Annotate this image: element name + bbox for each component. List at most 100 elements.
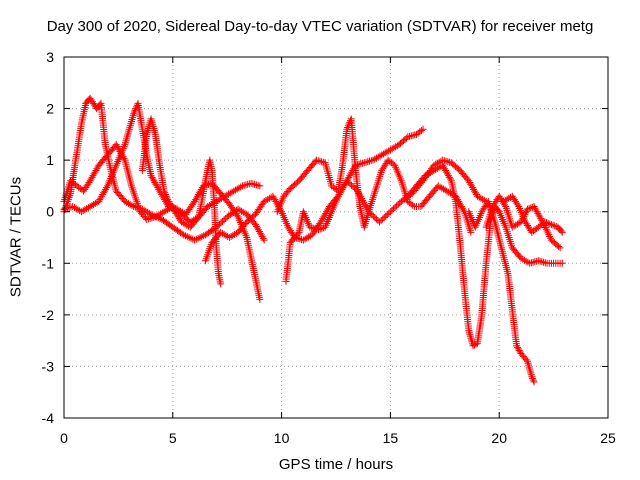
data-point	[196, 234, 204, 241]
data-point	[144, 215, 152, 223]
data-point	[124, 129, 132, 137]
data-point	[467, 334, 475, 342]
data-point	[120, 154, 128, 162]
data-point	[529, 258, 537, 266]
data-point	[128, 116, 136, 124]
data-point	[467, 336, 475, 344]
data-point	[220, 216, 228, 224]
data-point	[315, 226, 323, 234]
data-point	[402, 134, 410, 142]
data-point	[411, 131, 419, 139]
data-point	[513, 343, 521, 351]
data-point	[306, 223, 314, 231]
plot-frame	[63, 56, 609, 419]
grid	[64, 57, 608, 418]
data-point	[249, 180, 257, 188]
data-point	[219, 217, 227, 225]
data-point	[377, 217, 385, 225]
data-point	[409, 131, 417, 139]
data-point	[379, 215, 387, 223]
data-point	[366, 157, 374, 165]
data-point	[145, 209, 153, 217]
data-point	[143, 215, 151, 223]
data-point	[129, 114, 137, 122]
data-point	[545, 231, 553, 239]
data-point	[146, 214, 154, 222]
data-point	[459, 206, 467, 214]
data-point	[531, 258, 539, 266]
data-point	[198, 233, 206, 241]
data-point	[127, 119, 135, 127]
data-point	[394, 200, 402, 208]
data-point	[526, 259, 534, 267]
data-point	[536, 257, 544, 265]
data-point	[527, 259, 535, 267]
data-point	[466, 330, 474, 338]
data-point	[122, 137, 130, 145]
x-axis-label: GPS time / hours	[278, 456, 394, 473]
data-point	[538, 216, 546, 224]
data-point	[252, 181, 260, 189]
data-point	[348, 181, 356, 189]
data-point	[144, 126, 152, 134]
data-point	[467, 228, 475, 236]
data-point	[125, 127, 133, 135]
data-point	[514, 345, 522, 353]
y-tick-label: -1	[42, 255, 55, 271]
series-track-11	[482, 192, 564, 252]
data-point	[546, 232, 554, 240]
data-point	[446, 158, 454, 166]
data-point	[316, 157, 324, 165]
data-point	[183, 233, 191, 241]
data-point	[67, 203, 75, 211]
data-point	[96, 101, 104, 109]
data-point	[472, 340, 480, 348]
data-point	[181, 232, 189, 240]
series-track-1	[60, 94, 268, 244]
data-point	[540, 222, 548, 230]
data-point	[251, 180, 259, 188]
data-point	[125, 125, 133, 133]
chart-title: Day 300 of 2020, Sidereal Day-to-day VTE…	[46, 18, 594, 35]
data-point	[544, 219, 552, 227]
x-tick-label: 10	[274, 430, 290, 446]
data-point	[242, 181, 250, 189]
data-point	[150, 126, 158, 134]
data-point	[542, 225, 550, 233]
data-point	[162, 191, 170, 199]
data-layer	[60, 94, 566, 386]
data-point	[393, 202, 401, 210]
data-point	[318, 158, 326, 166]
y-tick-label: 1	[46, 152, 54, 168]
data-point	[419, 125, 427, 133]
data-point	[540, 258, 548, 266]
data-point	[316, 225, 324, 233]
data-point	[541, 223, 549, 231]
data-point	[501, 201, 509, 209]
data-point	[367, 157, 375, 165]
data-point	[380, 214, 388, 222]
data-point	[126, 121, 134, 129]
data-point	[298, 236, 306, 244]
x-tick-label: 5	[169, 430, 177, 446]
data-point	[530, 378, 538, 386]
x-tick-label: 0	[60, 430, 68, 446]
y-tick-label: -2	[42, 307, 55, 323]
data-point	[148, 214, 156, 222]
data-point	[185, 234, 193, 241]
data-point	[130, 203, 138, 211]
data-point	[161, 189, 169, 197]
data-point	[217, 219, 225, 227]
data-point	[309, 224, 317, 232]
data-point	[346, 180, 354, 188]
data-point	[406, 132, 414, 140]
data-point	[240, 181, 248, 189]
data-point	[539, 218, 547, 226]
data-point	[254, 181, 262, 189]
data-point	[526, 367, 534, 375]
tick-layer: 0 5 10 15 20 25 -4 -3 -2 -1 0 1 2 3	[42, 49, 616, 446]
data-point	[547, 221, 555, 229]
data-point	[143, 128, 151, 136]
data-point	[383, 211, 391, 219]
data-point	[543, 227, 551, 235]
